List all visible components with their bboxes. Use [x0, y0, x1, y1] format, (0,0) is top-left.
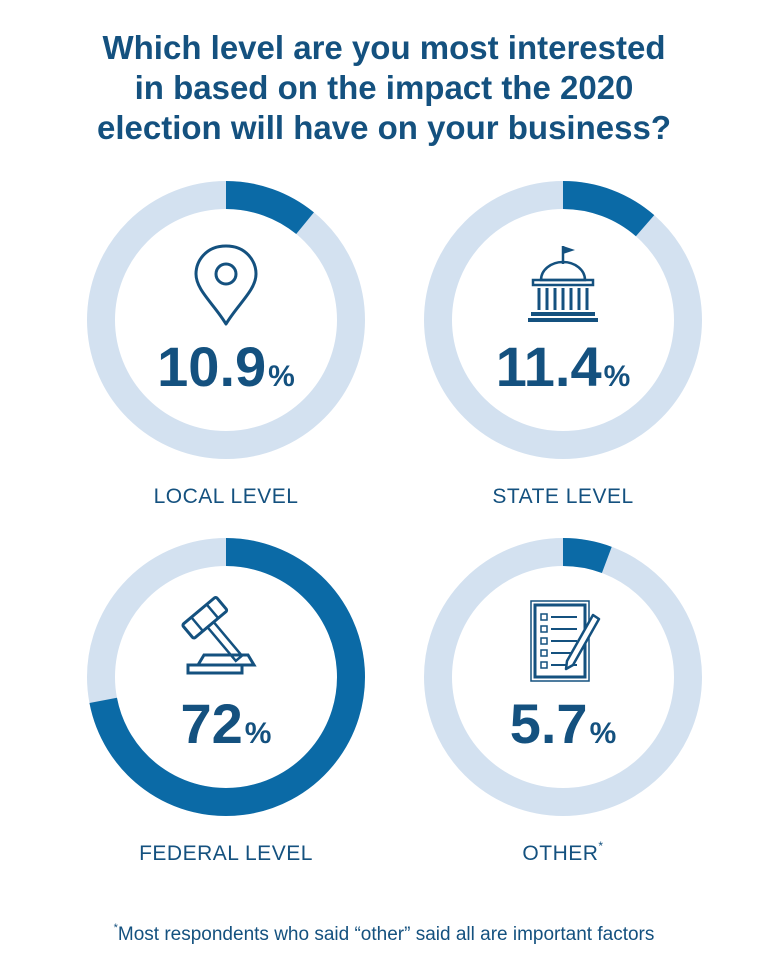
category-label-text-state-level: STATE LEVEL: [492, 485, 633, 508]
title-line-2: in based on the impact the 2020: [134, 69, 634, 106]
category-label-text-federal-level: FEDERAL LEVEL: [139, 842, 313, 865]
value-unit-federal-level: %: [245, 717, 272, 750]
category-label-local-level: LOCAL LEVEL: [154, 485, 299, 508]
value-unit-state-level: %: [604, 360, 631, 393]
donut-slice-federal-level: [89, 538, 365, 816]
value-label-local-level: 10.9%: [157, 335, 295, 398]
donut-other: 5.7% OTHER*: [424, 538, 702, 865]
category-annotation-other: *: [598, 839, 603, 853]
value-label-federal-level: 72%: [181, 692, 272, 755]
donut-slice-state-level: [562, 181, 655, 237]
category-label-state-level: STATE LEVEL: [492, 485, 633, 508]
category-label-federal-level: FEDERAL LEVEL: [139, 842, 313, 865]
capitol-building-icon: [528, 246, 598, 322]
checklist-icon: [530, 600, 601, 682]
title-line-1: Which level are you most interested: [102, 29, 666, 66]
chart-title: Which level are you most interested in b…: [0, 28, 768, 148]
donut-slice-other: [562, 538, 612, 574]
value-number-federal-level: 72: [181, 692, 243, 755]
gavel-icon: [181, 596, 257, 675]
value-unit-other: %: [590, 717, 617, 750]
donut-slice-local-level: [225, 181, 314, 235]
footnote-text: Most respondents who said “other” said a…: [117, 924, 655, 945]
donut-state-level: 11.4% STATE LEVEL: [424, 181, 702, 508]
donut-federal-level: 72% FEDERAL LEVEL: [87, 538, 365, 865]
footnote-mark: *: [113, 922, 118, 934]
value-label-state-level: 11.4%: [496, 335, 631, 398]
category-label-other: OTHER*: [522, 839, 603, 865]
value-number-other: 5.7: [510, 692, 588, 755]
value-label-other: 5.7%: [510, 692, 617, 755]
footnote: *Most respondents who said “other” said …: [0, 922, 768, 946]
value-number-state-level: 11.4: [496, 335, 602, 398]
map-pin-icon: [194, 244, 258, 326]
value-unit-local-level: %: [268, 360, 295, 393]
donut-local-level: 10.9% LOCAL LEVEL: [87, 181, 365, 508]
category-label-text-other: OTHER: [522, 842, 598, 865]
value-number-local-level: 10.9: [157, 335, 266, 398]
category-label-text-local-level: LOCAL LEVEL: [154, 485, 299, 508]
title-line-3: election will have on your business?: [97, 109, 671, 146]
donut-track-local-level: [87, 181, 365, 459]
